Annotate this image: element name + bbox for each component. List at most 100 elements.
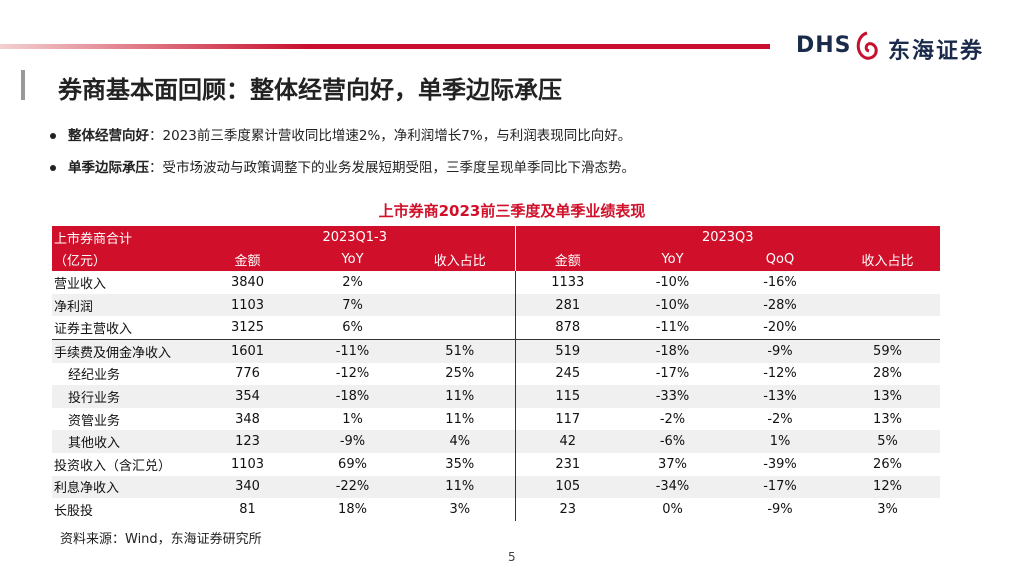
- table-row: 经纪业务 776 -12% 25% 245 -17% -12% 28%: [52, 362, 940, 386]
- table-cell: -10%: [655, 297, 690, 313]
- table-cell: 1601: [230, 343, 265, 359]
- table-cell: -28%: [763, 297, 797, 313]
- table-cell: 37%: [658, 456, 687, 472]
- table-cell: 其他收入: [68, 436, 121, 452]
- header-cell: 上市券商合计: [52, 226, 195, 249]
- table-cell: 28%: [873, 366, 902, 382]
- table-cell: 69%: [338, 456, 367, 472]
- table-row: 手续费及佣金净收入 1601 -11% 51% 519 -18% -9% 59%: [52, 339, 940, 363]
- table-cell: -2%: [767, 411, 793, 427]
- header-cell: 收入占比: [835, 248, 940, 272]
- table-cell: 4%: [405, 430, 516, 453]
- table-cell: 115: [555, 388, 581, 404]
- table-cell: 878: [555, 320, 581, 336]
- table-cell: -18%: [335, 388, 370, 404]
- table-cell: 2%: [342, 274, 363, 290]
- logo-name: 东海证券: [888, 39, 985, 64]
- table-cell: -10%: [655, 274, 690, 290]
- header-cell: 金额: [515, 248, 620, 272]
- bullet: 单季边际承压：受市场波动与政策调整下的业务发展短期受阻，三季度呈现单季同比下滑态…: [50, 156, 635, 176]
- table-cell: 3840: [230, 274, 265, 290]
- table-cell: 1%: [769, 434, 791, 450]
- table-title: 上市券商2023前三季度及单季业绩表现: [378, 202, 646, 220]
- table-cell: [835, 316, 940, 339]
- table-cell: 59%: [873, 343, 902, 359]
- table-cell: -13%: [763, 388, 797, 404]
- table-cell: 13%: [873, 388, 902, 404]
- source: 资料来源：Wind，东海证券研究所: [60, 532, 262, 547]
- table-cell: -11%: [655, 320, 690, 336]
- header-cell: （亿元）: [52, 248, 195, 272]
- table-cell: 1133: [551, 274, 585, 290]
- table-cell: 7%: [342, 297, 363, 313]
- table-row: 净利润 1103 7% 281 -10% -28%: [52, 293, 940, 317]
- header-cell: 收入占比: [405, 248, 516, 272]
- table-cell: 281: [555, 297, 581, 313]
- title-bar: [21, 70, 25, 100]
- table-row: 资管业务 348 1% 11% 117 -2% -2% 13%: [52, 407, 940, 431]
- bullet-dot: [50, 165, 56, 171]
- logo-text: DHS: [796, 33, 852, 58]
- header-cell: QoQ: [725, 248, 835, 272]
- table-cell: [405, 293, 516, 317]
- table-cell: 12%: [873, 479, 902, 495]
- table-cell: 35%: [405, 452, 516, 476]
- table-cell: 投资收入（含汇兑）: [54, 458, 172, 474]
- header-cell: 金额: [195, 248, 300, 272]
- header-cell: 2023Q3: [515, 226, 940, 249]
- table-cell: 3%: [877, 501, 898, 517]
- table-cell: -6%: [659, 434, 686, 450]
- table-cell: 经纪业务: [68, 368, 121, 384]
- table-cell: -39%: [763, 456, 797, 472]
- table-cell: 354: [235, 388, 260, 404]
- table-cell: -16%: [763, 274, 797, 290]
- table-cell: 5%: [877, 434, 898, 450]
- table-cell: 123: [235, 434, 260, 450]
- bullet-label: 单季边际承压: [68, 160, 149, 176]
- table-cell: 3%: [405, 498, 516, 521]
- table-cell: -34%: [655, 479, 690, 495]
- table-cell: 519: [555, 343, 581, 359]
- table-cell: -9%: [339, 434, 366, 450]
- table-cell: 手续费及佣金净收入: [54, 345, 172, 361]
- table-cell: 23: [559, 501, 577, 517]
- bullet-label: 整体经营向好: [68, 128, 149, 144]
- table-cell: 231: [555, 456, 581, 472]
- table-cell: 资管业务: [68, 413, 121, 429]
- table-cell: 0%: [662, 501, 683, 517]
- table-cell: 利息净收入: [54, 481, 120, 497]
- slide-title: 券商基本面回顾：整体经营向好，单季边际承压: [58, 76, 562, 104]
- table-row: 长股投 81 18% 3% 23 0% -9% 3%: [52, 498, 940, 521]
- header-cell: 2023Q1-3: [195, 226, 516, 249]
- bullet-text: ：2023前三季度累计营收同比增速2%，净利润增长7%，与利润表现同比向好。: [149, 128, 632, 144]
- table-cell: 25%: [405, 362, 516, 386]
- table-cell: [835, 271, 940, 294]
- table-cell: 105: [555, 479, 581, 495]
- table-row: 投资收入（含汇兑） 1103 69% 35% 231 37% -39% 26%: [52, 452, 940, 476]
- table-cell: 51%: [405, 339, 516, 363]
- table-cell: 81: [239, 501, 256, 517]
- table-row: 其他收入 123 -9% 4% 42 -6% 1% 5%: [52, 430, 940, 453]
- table-cell: 26%: [873, 456, 902, 472]
- table-cell: -12%: [335, 366, 370, 382]
- table-cell: -17%: [655, 366, 690, 382]
- page-number: 5: [508, 550, 516, 564]
- table-cell: -33%: [655, 388, 690, 404]
- table-row: 投行业务 354 -18% 11% 115 -33% -13% 13%: [52, 385, 940, 408]
- table-cell: 净利润: [54, 299, 94, 315]
- table-row: 证券主营收入 3125 6% 878 -11% -20%: [52, 316, 940, 340]
- bullet: 整体经营向好：2023前三季度累计营收同比增速2%，净利润增长7%，与利润表现同…: [50, 124, 631, 144]
- table-cell: 1103: [230, 456, 265, 472]
- bullet-dot: [50, 133, 56, 139]
- table-cell: -22%: [335, 479, 370, 495]
- table-row: 营业收入 3840 2% 1133 -10% -16%: [52, 271, 940, 294]
- table-cell: 340: [235, 479, 260, 495]
- table-cell: 11%: [405, 407, 516, 431]
- table-cell: [405, 316, 516, 340]
- table-cell: 245: [555, 366, 581, 382]
- bullet-text: ：受市场波动与政策调整下的业务发展短期受阻，三季度呈现单季同比下滑态势。: [149, 160, 635, 176]
- table-cell: 11%: [405, 475, 516, 499]
- table-cell: 营业收入: [54, 276, 107, 292]
- table-cell: 11%: [405, 385, 516, 408]
